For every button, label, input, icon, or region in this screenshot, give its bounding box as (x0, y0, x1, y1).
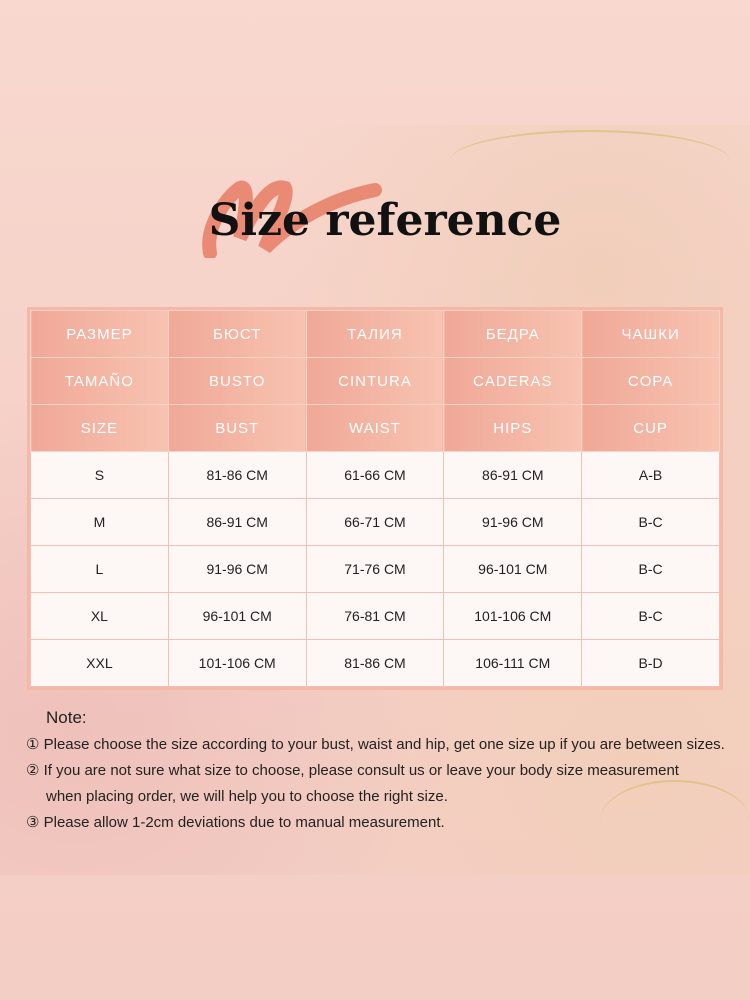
table-cell: B-C (581, 592, 720, 640)
header-cell: BUST (167, 404, 307, 452)
brush-stroke-logo (202, 180, 382, 258)
header-cell: HIPS (443, 404, 583, 452)
table-cell: XL (30, 592, 169, 640)
table-cell: L (30, 545, 169, 593)
note-item: when placing order, we will help you to … (46, 788, 448, 805)
table-cell: 66-71 CM (305, 498, 445, 546)
header-cell: РАЗМЕР (30, 310, 169, 358)
header-row: SIZE BUST WAIST HIPS CUP (30, 404, 720, 452)
header-cell: БЕДРА (443, 310, 583, 358)
table-cell: 86-91 CM (443, 451, 583, 499)
header-cell: SIZE (30, 404, 169, 452)
table-row: M 86-91 CM 66-71 CM 91-96 CM B-C (30, 498, 720, 546)
header-cell: TAMAÑO (30, 357, 169, 405)
header-row: РАЗМЕР БЮСТ ТАЛИЯ БЕДРА ЧАШКИ (30, 310, 720, 358)
size-table: РАЗМЕР БЮСТ ТАЛИЯ БЕДРА ЧАШКИ TAMAÑO BUSTO CINT… (30, 310, 720, 687)
table-cell: 81-86 CM (167, 451, 307, 499)
header-row: TAMAÑO BUSTO CINTURA CADERAS COPA (30, 357, 720, 405)
table-cell: B-D (581, 639, 720, 687)
page-title: Size reference (208, 195, 562, 246)
header-cell: ЧАШКИ (581, 310, 720, 358)
note-item: ② If you are not sure what size to choos… (26, 762, 679, 779)
header-cell: COPA (581, 357, 720, 405)
header-cell: CADERAS (443, 357, 583, 405)
table-cell: S (30, 451, 169, 499)
table-cell: B-C (581, 545, 720, 593)
gold-vein (600, 780, 750, 862)
table-cell: M (30, 498, 169, 546)
table-cell: 101-106 CM (167, 639, 307, 687)
table-cell: 81-86 CM (305, 639, 445, 687)
notes: Note: ① Please choose the size according… (26, 708, 725, 840)
table-cell: 96-101 CM (167, 592, 307, 640)
table-row: S 81-86 CM 61-66 CM 86-91 CM A-B (30, 451, 720, 499)
table-cell: 76-81 CM (305, 592, 445, 640)
header-cell: BUSTO (167, 357, 307, 405)
table-cell: 86-91 CM (167, 498, 307, 546)
header-cell: CUP (581, 404, 720, 452)
table-row: L 91-96 CM 71-76 CM 96-101 CM B-C (30, 545, 720, 593)
header-cell: WAIST (305, 404, 445, 452)
table-cell: 106-111 CM (443, 639, 583, 687)
table-row: XL 96-101 CM 76-81 CM 101-106 CM B-C (30, 592, 720, 640)
table-cell: XXL (30, 639, 169, 687)
header-cell: ТАЛИЯ (305, 310, 445, 358)
note-item: ③ Please allow 1-2cm deviations due to m… (26, 814, 445, 831)
notes-title: Note: (46, 708, 87, 727)
table-cell: 96-101 CM (443, 545, 583, 593)
table-row: XXL 101-106 CM 81-86 CM 106-111 CM B-D (30, 639, 720, 687)
table-cell: 71-76 CM (305, 545, 445, 593)
table-cell: 101-106 CM (443, 592, 583, 640)
table-cell: 91-96 CM (167, 545, 307, 593)
table-cell: B-C (581, 498, 720, 546)
note-item: ① Please choose the size according to yo… (26, 736, 725, 753)
gold-vein (450, 130, 730, 192)
table-cell: 91-96 CM (443, 498, 583, 546)
table-cell: 61-66 CM (305, 451, 445, 499)
header-cell: БЮСТ (167, 310, 307, 358)
header-cell: CINTURA (305, 357, 445, 405)
table-cell: A-B (581, 451, 720, 499)
